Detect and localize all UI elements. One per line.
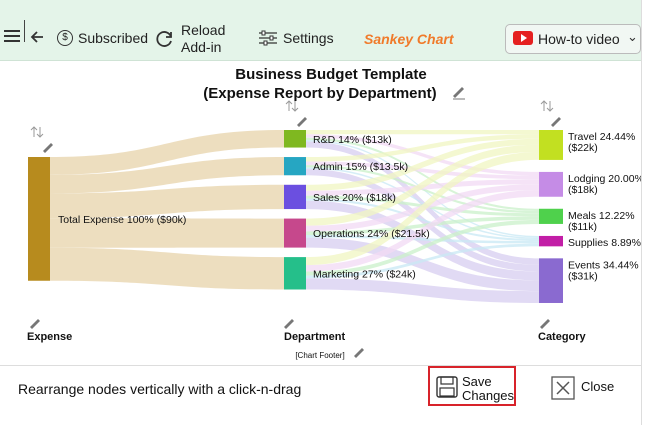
save-label-line2: Changes [462,388,515,403]
reload-icon [156,31,172,47]
chart-footer: [Chart Footer] [295,351,344,360]
link-total-admin [50,157,284,194]
howto-label: How-to video [538,31,620,47]
sort-arrows-icon[interactable] [285,100,299,112]
footer-bar: Rearrange nodes vertically with a click-… [0,365,650,426]
subscribed-button[interactable]: $ Subscribed [57,30,148,46]
link-admin-lodging [306,161,539,180]
node-total-expense[interactable] [28,157,50,281]
sort-arrows-icon[interactable] [30,126,44,138]
node-label-rd: R&D 14% ($13k) [313,134,392,146]
link-mkt-lodging [306,190,539,272]
node-sales[interactable] [284,184,306,210]
pencil-icon[interactable] [453,87,465,100]
sankey-nodes: Total Expense 100% ($90k) R&D 14% ($13k) A… [28,130,644,303]
node-label-travel: Travel 24.44% [568,131,635,143]
chevron-down-icon[interactable]: ⌄ [627,29,638,44]
link-total-ops [50,218,284,248]
pencil-icon[interactable] [297,117,307,127]
node-lodging[interactable] [539,171,563,197]
node-label-ops: Operations 24% ($21.5k) [313,228,430,240]
node-label-admin: Admin 15% ($13.5k) [313,161,408,173]
chart-title-line1: Business Budget Template [235,66,426,83]
node-sublabel-meals: ($11k) [568,221,597,233]
close-button[interactable]: Close [548,374,628,402]
chart-title-line2: (Expense Report by Department) [203,85,436,102]
level-label-department: Department [284,331,345,343]
node-label-sales: Sales 20% ($18k) [313,192,396,204]
node-label-events: Events 34.44% [568,259,639,271]
node-supplies[interactable] [539,235,563,247]
link-mkt-travel [306,151,539,266]
howto-video-button[interactable]: How-to video ⌄ [505,24,641,54]
node-label-meals: Meals 12.22% [568,210,635,222]
node-events[interactable] [539,258,563,303]
hint-text: Rearrange nodes vertically with a click-… [18,381,302,397]
save-icon [436,376,458,398]
node-sublabel-lodging: ($18k) [568,184,598,196]
settings-label: Settings [283,30,334,46]
node-sublabel-events: ($31k) [568,270,598,282]
sliders-icon [259,30,277,46]
pencil-icon[interactable] [540,319,550,329]
node-meals[interactable] [539,208,563,224]
node-sublabel-travel: ($22k) [568,142,598,154]
node-ops[interactable] [284,218,306,248]
node-travel[interactable] [539,130,563,160]
reload-addin-button[interactable]: Reload Add-in [155,22,225,56]
link-rd-meals [306,137,539,211]
link-total-sales [50,184,284,219]
pencil-icon[interactable] [354,348,364,358]
back-arrow-icon[interactable] [30,30,44,44]
link-mkt-events [306,278,539,303]
pencil-icon[interactable] [551,117,561,127]
level-label-expense: Expense [27,331,72,343]
youtube-icon [513,31,533,45]
save-label-line1: Save [462,374,492,389]
link-mkt-supplies [306,243,539,279]
node-mkt[interactable] [284,257,306,290]
link-ops-meals [306,216,539,236]
level-label-category: Category [538,331,587,343]
links-department-to-category [306,130,539,303]
pencil-icon[interactable] [30,319,40,329]
dollar-circle-icon: $ [57,30,73,46]
link-ops-travel [306,144,539,226]
subscribed-label: Subscribed [78,30,149,46]
link-sales-travel [306,138,539,191]
link-mkt-meals [306,219,539,276]
node-label-supplies: Supplies 8.89% [568,237,641,249]
menu-icon[interactable] [4,29,20,43]
brand-title: Sankey Chart [364,31,454,47]
node-label-total-expense: Total Expense 100% ($90k) [58,214,186,226]
settings-button[interactable]: Settings [259,30,334,46]
sort-arrows-icon[interactable] [540,100,554,112]
close-label: Close [581,379,615,394]
link-ops-supplies [306,235,539,244]
link-admin-supplies [306,167,539,240]
reload-label-line1: Reload [181,22,226,38]
link-rd-lodging [306,134,539,176]
links-expense-to-department [50,130,284,290]
pencil-icon[interactable] [43,143,53,153]
node-label-lodging: Lodging 20.00% [568,173,644,185]
toolbar-separator [24,20,25,42]
node-admin[interactable] [284,157,306,176]
close-icon [551,376,575,400]
link-total-mkt [50,247,284,290]
sankey-chart: Business Budget Template (Expense Report… [27,66,644,360]
save-changes-button[interactable]: Save Changes [428,366,516,406]
link-total-rd [50,130,284,175]
link-admin-travel [306,134,539,162]
node-rd[interactable] [284,130,306,148]
node-label-mkt: Marketing 27% ($24k) [313,268,416,280]
link-sales-supplies [306,198,539,242]
link-rd-travel [306,130,539,135]
scrollbar-track[interactable] [641,0,650,425]
reload-label-line2: Add-in [181,39,222,55]
toolbar: $ Subscribed Reload Add-in Settings Sank… [0,0,650,61]
pencil-icon[interactable] [284,319,294,329]
